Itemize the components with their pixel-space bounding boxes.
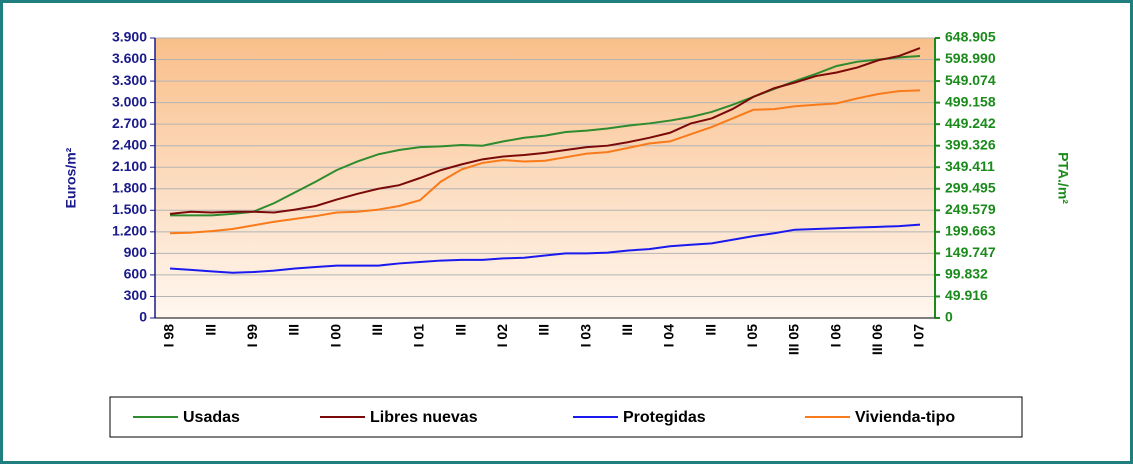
y-tick-label: 600 (124, 266, 148, 282)
y-tick-label: 1.800 (112, 179, 147, 195)
x-tick-label: I 04 (661, 324, 677, 348)
x-tick-label: III (202, 324, 218, 336)
x-tick-label: III 06 (869, 324, 885, 355)
legend-label: Vivienda-tipo (855, 409, 955, 426)
x-tick-label: I 05 (744, 324, 760, 348)
x-tick-label: III (536, 324, 552, 336)
x-tick-label: III 05 (786, 324, 802, 355)
y2-tick-label: 99.832 (945, 266, 988, 282)
legend-label: Usadas (183, 409, 240, 426)
series-line (170, 54, 921, 217)
y-tick-label: 2.100 (112, 158, 147, 174)
y2-tick-label: 199.663 (945, 223, 996, 239)
y2-tick-label: 349.411 (945, 158, 995, 174)
x-tick-label: I 07 (911, 324, 927, 348)
x-tick-label: III (619, 324, 635, 336)
plot-area (155, 38, 935, 318)
y2-tick-label: 49.916 (945, 287, 988, 303)
y2-tick-label: 549.074 (945, 72, 996, 88)
x-tick-label: I 02 (494, 324, 510, 348)
x-tick-label: I 01 (411, 324, 427, 348)
x-tick-label: I 98 (161, 324, 177, 348)
series-line (169, 223, 921, 274)
y-tick-label: 1.200 (112, 223, 147, 239)
y2-tick-label: 299.495 (945, 179, 996, 195)
series-line (169, 47, 921, 215)
y-tick-label: 2.700 (112, 115, 147, 131)
legend-label: Libres nuevas (370, 409, 478, 426)
x-tick-label: I 99 (244, 324, 260, 348)
y-tick-label: 3.300 (112, 72, 147, 88)
x-tick-label: III (369, 324, 385, 336)
x-tick-label: I 00 (327, 324, 343, 348)
legend (109, 396, 1023, 438)
series-line (169, 89, 921, 235)
y2-tick-label: 149.747 (945, 244, 996, 260)
y-tick-label: 0 (139, 309, 147, 325)
y-tick-label: 900 (124, 244, 148, 260)
y2-axis-title: PTA./m² (1055, 152, 1071, 204)
y-tick-label: 3.000 (112, 93, 147, 109)
y2-tick-label: 0 (945, 309, 953, 325)
x-tick-label: III (452, 324, 468, 336)
x-tick-label: I 06 (827, 324, 843, 348)
y2-tick-label: 648.905 (945, 29, 996, 45)
y2-tick-label: 499.158 (945, 93, 996, 109)
x-tick-label: III (286, 324, 302, 336)
y-tick-label: 1.500 (112, 201, 147, 217)
y2-tick-label: 249.579 (945, 201, 996, 217)
legend-label: Protegidas (623, 409, 706, 426)
y-tick-label: 300 (124, 287, 148, 303)
y-axis-title: Euros/m² (63, 147, 79, 208)
x-tick-label: I 03 (577, 324, 593, 348)
y-tick-label: 2.400 (112, 136, 147, 152)
y2-tick-label: 449.242 (945, 115, 996, 131)
y-tick-label: 3.600 (112, 50, 147, 66)
x-tick-label: III (702, 324, 718, 336)
y2-tick-label: 598.990 (945, 50, 996, 66)
y-tick-label: 3.900 (112, 29, 147, 45)
y2-tick-label: 399.326 (945, 136, 996, 152)
